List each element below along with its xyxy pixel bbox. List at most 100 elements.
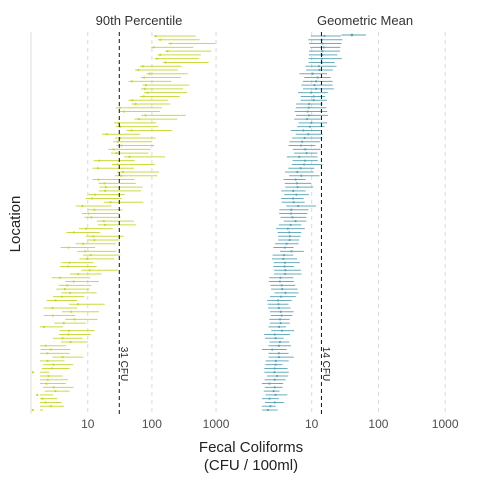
errorbar-point bbox=[278, 318, 282, 321]
errorbar-point bbox=[81, 204, 84, 208]
errorbar-point bbox=[41, 397, 44, 400]
errorbar-point bbox=[274, 337, 277, 340]
errorbar-point bbox=[315, 80, 318, 83]
facet-title: Geometric Mean bbox=[317, 13, 413, 28]
errorbar-point bbox=[310, 121, 313, 124]
errorbar-point bbox=[61, 356, 64, 359]
errorbar-point bbox=[280, 284, 283, 287]
errorbar-point bbox=[295, 182, 299, 185]
errorbar-point bbox=[273, 401, 276, 404]
errorbar-point bbox=[294, 220, 297, 223]
errorbar-point bbox=[46, 378, 49, 381]
errorbar-point bbox=[307, 133, 310, 136]
errorbar-point bbox=[67, 333, 70, 336]
errorbar-point bbox=[299, 167, 302, 170]
errorbar-point bbox=[266, 408, 269, 412]
errorbar-point bbox=[50, 367, 54, 370]
errorbar-point bbox=[318, 68, 321, 72]
errorbar-point bbox=[84, 227, 88, 230]
errorbar-point bbox=[67, 246, 70, 249]
errorbar-point bbox=[277, 306, 281, 310]
errorbar-point bbox=[282, 257, 285, 260]
errorbar-point bbox=[103, 223, 107, 226]
errorbar-point bbox=[51, 306, 54, 310]
errorbar-point bbox=[284, 269, 287, 272]
errorbar-point bbox=[273, 378, 276, 381]
errorbar-point bbox=[42, 325, 46, 328]
errorbar-point bbox=[313, 84, 316, 87]
errorbar-point bbox=[273, 333, 276, 336]
errorbar-point bbox=[68, 261, 71, 264]
errorbar-point bbox=[89, 254, 92, 257]
errorbar-point bbox=[123, 110, 126, 113]
errorbar-point bbox=[304, 148, 307, 151]
errorbar-point bbox=[68, 291, 72, 294]
errorbar-point bbox=[291, 197, 295, 200]
errorbar-point bbox=[66, 265, 69, 268]
errorbar-point bbox=[137, 68, 140, 72]
errorbar-point bbox=[49, 348, 52, 351]
errorbar-point bbox=[285, 242, 288, 245]
errorbar-point bbox=[156, 57, 159, 60]
errorbar-point bbox=[283, 265, 286, 268]
errorbar-point bbox=[288, 231, 291, 234]
x-tick-label: 1000 bbox=[203, 417, 230, 431]
errorbar-point bbox=[300, 140, 304, 143]
errorbar-point bbox=[280, 329, 284, 332]
outlier-errorbar-point bbox=[350, 33, 354, 37]
errorbar-point bbox=[278, 340, 282, 344]
errorbar-point bbox=[297, 204, 300, 208]
reference-label: 14 CFU bbox=[320, 347, 331, 381]
errorbar-point bbox=[273, 371, 276, 374]
errorbar-point bbox=[288, 235, 291, 238]
errorbar-point bbox=[154, 34, 157, 38]
errorbar-point bbox=[92, 235, 95, 238]
errorbar-point bbox=[274, 359, 277, 362]
errorbar-point bbox=[104, 189, 107, 192]
errorbar-point bbox=[296, 170, 299, 174]
errorbar-point bbox=[307, 106, 310, 109]
errorbar-point bbox=[299, 144, 303, 147]
errorbar-point bbox=[97, 178, 100, 181]
errorbar-point bbox=[47, 374, 50, 378]
errorbar-point bbox=[31, 408, 34, 412]
errorbar-point bbox=[284, 272, 287, 276]
errorbar-point bbox=[277, 325, 281, 328]
errorbar-point bbox=[159, 38, 162, 41]
errorbar-point bbox=[284, 291, 287, 294]
errorbar-point bbox=[279, 322, 282, 325]
errorbar-point bbox=[93, 193, 97, 196]
errorbar-point bbox=[90, 197, 94, 200]
errorbar-point bbox=[312, 99, 315, 102]
errorbar-point bbox=[314, 87, 318, 90]
errorbar-point bbox=[72, 231, 75, 234]
errorbar-point bbox=[277, 344, 280, 347]
errorbar-point bbox=[90, 216, 93, 219]
errorbar-point bbox=[308, 102, 311, 106]
errorbar-point bbox=[268, 382, 271, 385]
x-axis-title-line2: (CFU / 100ml) bbox=[204, 457, 298, 474]
errorbar-point bbox=[321, 50, 324, 53]
errorbar-point bbox=[52, 363, 55, 366]
errorbar-point bbox=[76, 303, 80, 306]
errorbar-point bbox=[97, 159, 101, 162]
errorbar-point bbox=[104, 186, 107, 189]
errorbar-point bbox=[120, 144, 123, 147]
errorbar-point bbox=[51, 314, 55, 317]
errorbar-point bbox=[298, 155, 301, 158]
errorbar-point bbox=[142, 95, 145, 98]
errorbar-point bbox=[295, 193, 298, 196]
errorbar-point bbox=[69, 340, 72, 344]
errorbar-point bbox=[115, 152, 118, 155]
errorbar-point bbox=[130, 80, 134, 83]
errorbar-point bbox=[321, 42, 324, 45]
errorbar-point bbox=[119, 174, 123, 177]
errorbar-point bbox=[279, 295, 283, 298]
errorbar-point bbox=[303, 136, 306, 140]
errorbar-point bbox=[278, 280, 281, 283]
errorbar-point bbox=[46, 352, 49, 355]
errorbar-point bbox=[67, 329, 71, 332]
errorbar-point bbox=[303, 163, 306, 166]
facet-errorbars bbox=[262, 33, 366, 412]
x-tick-label: 10 bbox=[81, 417, 95, 431]
